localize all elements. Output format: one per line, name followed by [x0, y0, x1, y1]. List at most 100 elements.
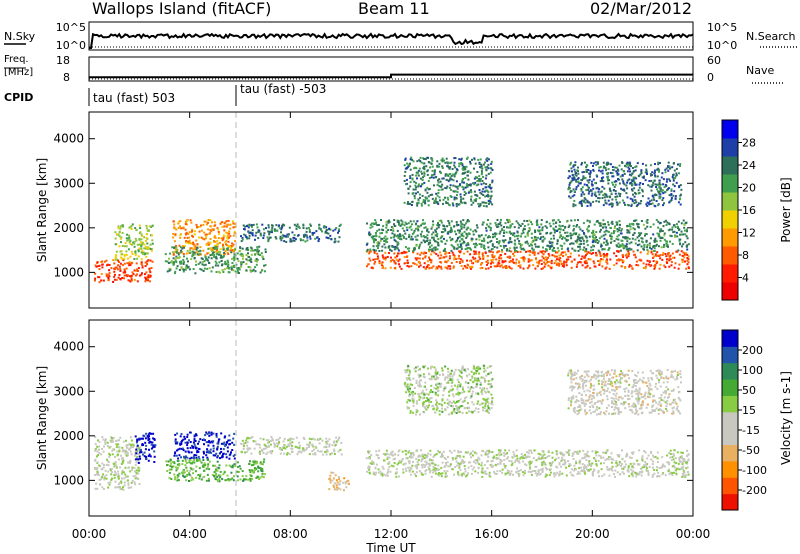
range-cell — [481, 201, 484, 204]
range-cell — [174, 452, 176, 455]
range-cell — [112, 280, 115, 283]
range-cell — [452, 253, 455, 256]
range-cell — [99, 465, 102, 468]
range-cell — [505, 265, 508, 267]
range-cell — [326, 449, 329, 452]
range-cell — [125, 454, 128, 457]
range-cell — [471, 262, 474, 265]
range-cell — [135, 448, 138, 451]
range-cell — [121, 446, 124, 449]
range-cell — [683, 254, 686, 257]
range-cell — [222, 236, 225, 239]
range-cell — [372, 248, 375, 251]
range-cell — [230, 267, 233, 270]
range-cell — [609, 235, 612, 237]
range-cell — [552, 247, 555, 249]
range-cell — [98, 268, 101, 271]
range-cell — [528, 455, 531, 458]
range-cell — [569, 252, 572, 255]
range-cell — [632, 176, 635, 179]
range-cell — [605, 266, 608, 269]
range-cell — [504, 244, 507, 247]
range-cell — [426, 173, 429, 176]
range-cell — [143, 243, 146, 246]
range-cell — [682, 233, 685, 236]
range-cell — [621, 245, 624, 248]
range-cell — [202, 249, 205, 252]
range-cell — [431, 193, 434, 196]
range-cell — [130, 243, 133, 246]
range-cell — [666, 178, 668, 181]
range-cell — [452, 184, 455, 187]
range-cell — [123, 484, 126, 487]
range-cell — [184, 437, 187, 440]
range-cell — [681, 258, 684, 261]
range-cell — [429, 246, 431, 249]
range-cell — [195, 248, 198, 251]
range-cell — [484, 251, 487, 254]
range-cell — [415, 186, 418, 189]
range-cell — [672, 179, 675, 182]
range-cell — [470, 203, 473, 206]
range-cell — [578, 243, 581, 246]
range-cell — [219, 474, 222, 477]
range-cell — [192, 478, 195, 481]
range-cell — [581, 255, 584, 258]
range-cell — [136, 439, 139, 442]
range-cell — [422, 266, 425, 269]
range-cell — [132, 273, 135, 276]
range-cell — [606, 177, 609, 180]
range-cell — [564, 460, 567, 463]
range-cell — [413, 167, 416, 170]
range-cell — [192, 467, 195, 470]
range-cell — [498, 232, 501, 235]
range-cell — [573, 199, 576, 202]
range-cell — [499, 245, 502, 247]
range-cell — [557, 219, 560, 221]
range-cell — [245, 248, 248, 251]
range-cell — [314, 445, 317, 448]
range-cell — [571, 174, 574, 177]
range-cell — [575, 186, 578, 189]
range-cell — [662, 472, 665, 475]
range-cell — [646, 225, 649, 228]
range-cell — [271, 439, 274, 442]
range-cell — [414, 257, 417, 260]
range-cell — [262, 476, 265, 479]
range-cell — [625, 245, 627, 247]
range-cell — [116, 443, 118, 446]
range-cell — [601, 265, 604, 268]
range-cell — [605, 169, 608, 172]
range-cell — [297, 234, 300, 237]
range-cell — [593, 223, 596, 226]
range-cell — [685, 222, 688, 225]
range-cell — [190, 231, 193, 234]
range-cell — [632, 223, 635, 225]
range-cell — [646, 173, 648, 175]
range-cell — [199, 438, 202, 441]
range-cell — [174, 248, 177, 251]
range-cell — [440, 240, 443, 243]
range-cell — [593, 262, 596, 265]
range-cell — [680, 188, 683, 191]
range-cell — [117, 475, 120, 478]
range-cell — [287, 439, 290, 442]
range-cell — [554, 255, 557, 258]
range-cell — [98, 440, 101, 443]
range-cell — [102, 450, 105, 453]
range-cell — [479, 158, 482, 161]
range-cell — [607, 458, 610, 461]
range-cell — [197, 442, 199, 445]
range-cell — [206, 448, 209, 451]
range-cell — [481, 190, 484, 193]
range-cell — [512, 261, 515, 264]
range-cell — [132, 475, 135, 478]
range-cell — [378, 242, 381, 245]
range-cell — [139, 448, 142, 451]
range-cell — [427, 243, 430, 246]
range-cell — [668, 452, 671, 454]
range-cell — [661, 172, 664, 175]
range-cell — [650, 199, 653, 202]
range-cell — [498, 240, 501, 242]
range-cell — [199, 261, 202, 264]
